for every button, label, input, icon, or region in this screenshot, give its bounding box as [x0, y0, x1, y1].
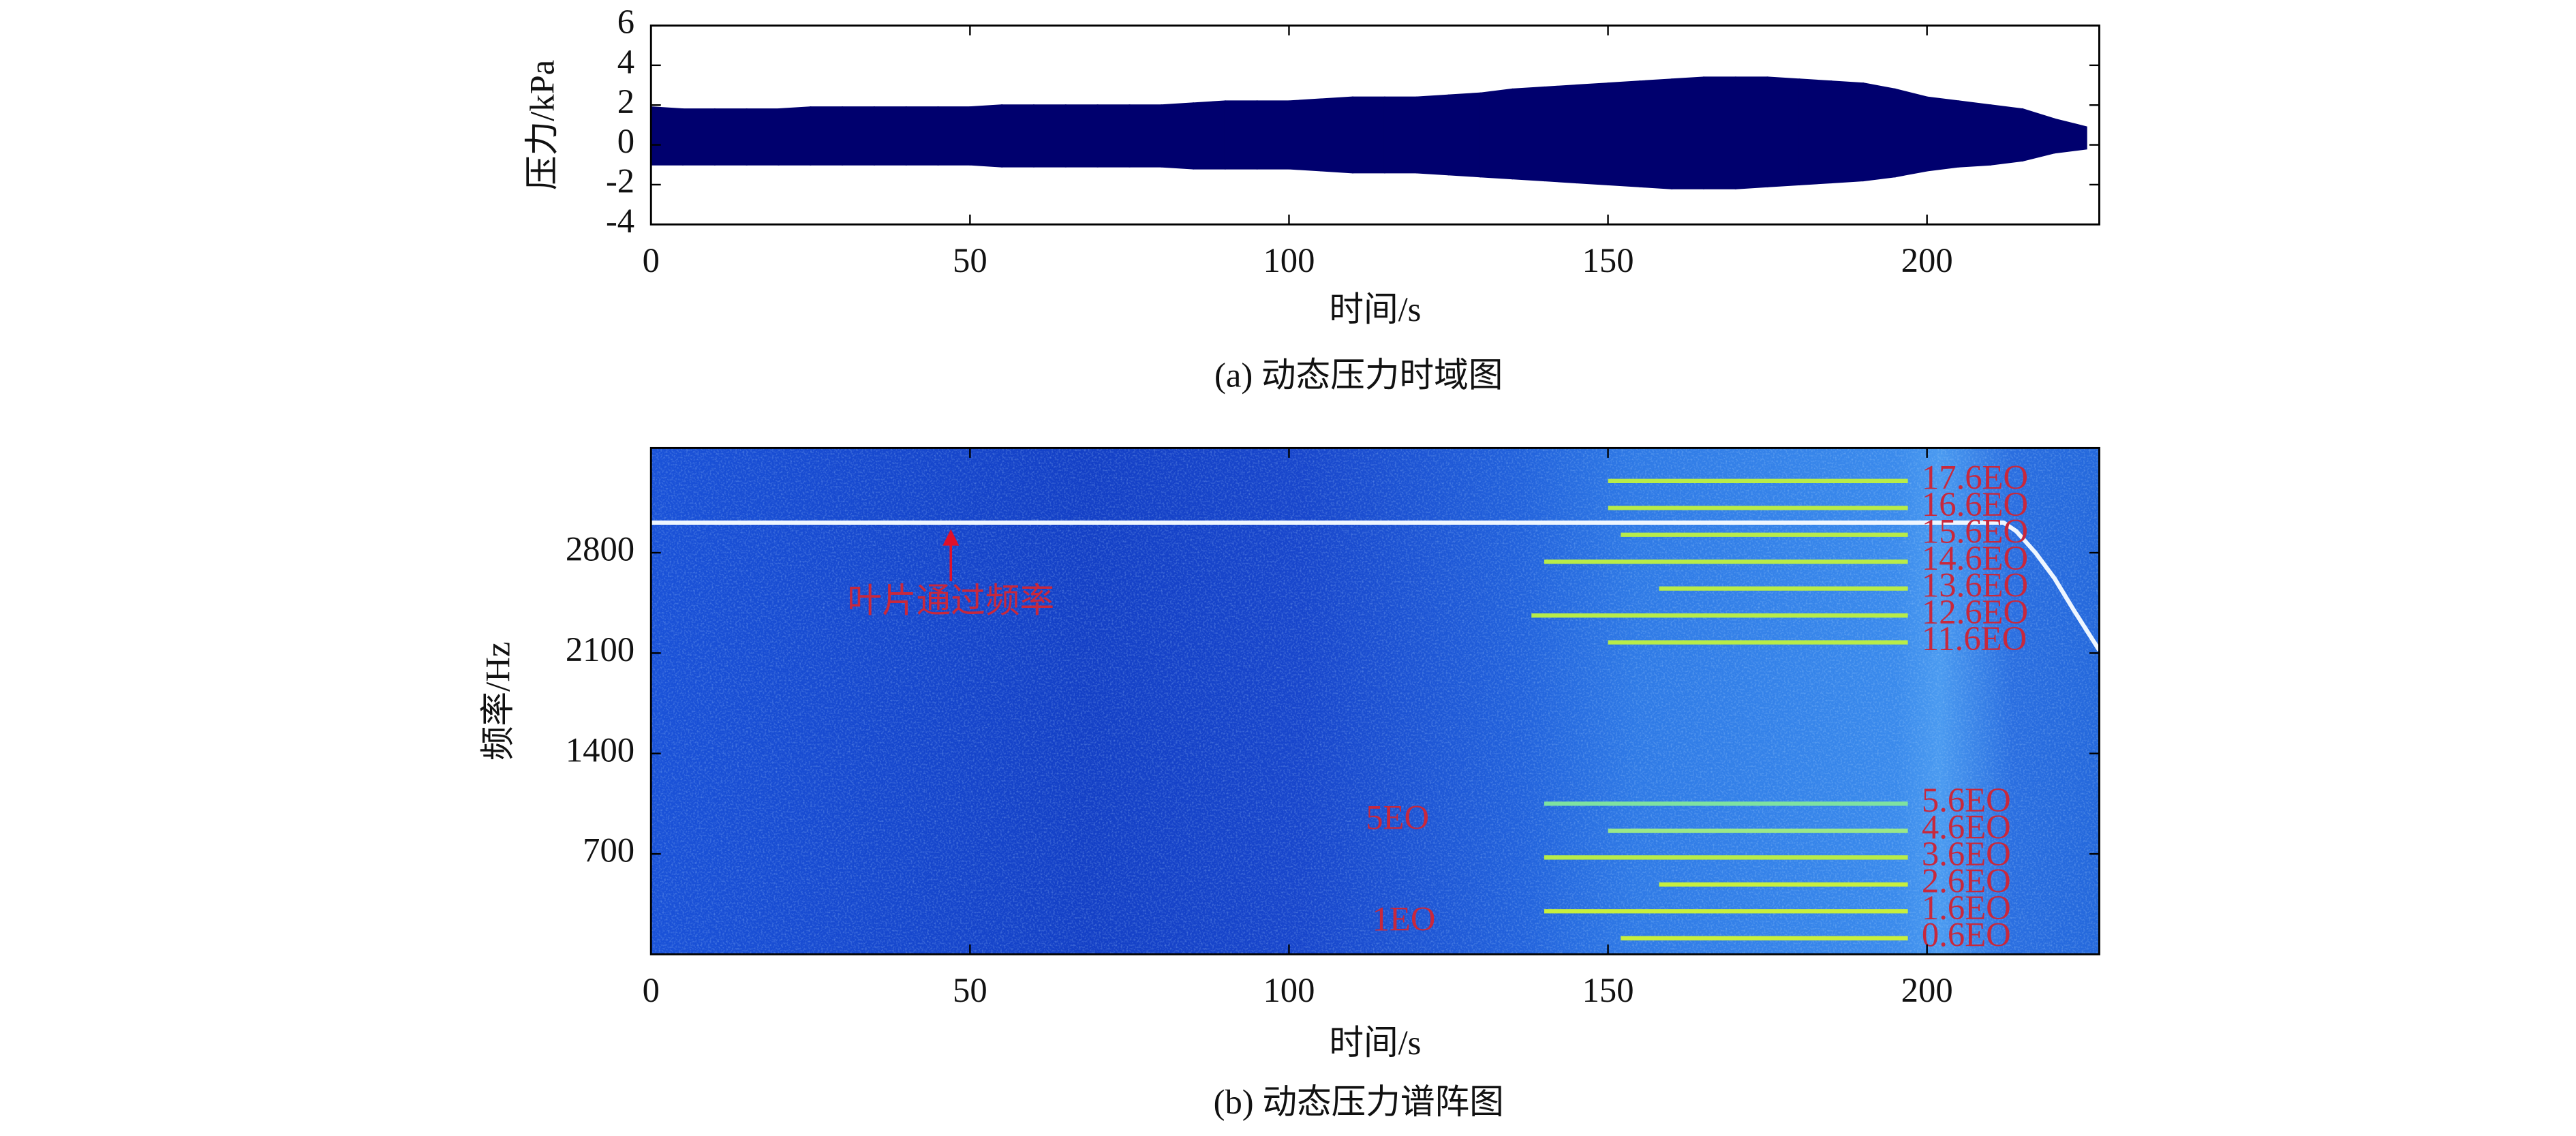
signal-envelope — [1798, 78, 1833, 185]
signal-envelope — [1703, 76, 1736, 189]
signal-envelope — [1926, 96, 1960, 172]
signal-envelope — [1512, 86, 1545, 182]
y-tick-label: 0 — [617, 122, 634, 160]
signal-envelope — [778, 106, 812, 166]
signal-envelope — [1479, 88, 1514, 180]
signal-envelope — [1543, 84, 1577, 184]
signal-envelope — [1320, 96, 1354, 174]
signal-envelope — [1352, 96, 1385, 174]
signal-envelope — [650, 106, 684, 166]
x-tick-label: 150 — [1582, 971, 1634, 1009]
signal-envelope — [1990, 104, 2024, 166]
y-tick-label: 6 — [617, 3, 634, 41]
signal-envelope — [682, 108, 716, 166]
signal-envelope — [1129, 104, 1163, 168]
caption: (a) 动态压力时域图 — [1214, 356, 1503, 395]
annotation: 叶片通过频率 — [847, 581, 1054, 619]
signal-envelope — [1894, 88, 1928, 178]
y-axis-title: 频率/Hz — [478, 642, 517, 761]
signal-envelope — [1224, 100, 1258, 170]
signal-envelope — [810, 106, 844, 166]
harmonic-label: 3.6EO — [1922, 835, 2011, 873]
signal-envelope — [1447, 92, 1482, 178]
x-tick-label: 50 — [953, 971, 987, 1009]
y-tick-label: 2 — [617, 82, 634, 121]
signal-envelope — [1958, 100, 1992, 168]
x-axis-title: 时间/s — [1329, 1024, 1421, 1062]
signal-envelope — [1288, 98, 1322, 172]
signal-envelope — [842, 106, 875, 166]
harmonic-label: 11.6EO — [1922, 619, 2027, 658]
signal-envelope — [746, 108, 780, 166]
spectrogram-noise — [651, 448, 2100, 955]
signal-envelope — [1607, 80, 1641, 187]
signal-envelope — [1001, 104, 1034, 168]
signal-envelope — [1064, 104, 1099, 168]
signal-envelope — [1415, 94, 1450, 176]
signal-envelope — [1671, 76, 1704, 189]
harmonic-label: 16.6EO — [1922, 485, 2028, 523]
signal-envelope — [2022, 108, 2055, 162]
signal-envelope — [1862, 82, 1896, 182]
arrow-head — [942, 529, 960, 546]
x-tick-label: 100 — [1263, 971, 1315, 1009]
plot-area — [650, 76, 2087, 189]
signal-envelope — [1097, 104, 1131, 168]
x-tick-label: 200 — [1901, 971, 1953, 1009]
harmonic-label: 4.6EO — [1922, 808, 2011, 846]
y-tick-label: -2 — [606, 162, 634, 200]
plot-frame — [649, 446, 2100, 955]
signal-envelope — [1766, 76, 1800, 187]
harmonic-label: 2.6EO — [1922, 862, 2011, 900]
signal-envelope — [1161, 102, 1194, 170]
signal-envelope — [969, 104, 1003, 168]
signal-envelope — [1639, 78, 1673, 189]
y-tick-label: 2800 — [566, 530, 634, 568]
x-tick-label: 200 — [1901, 241, 1953, 279]
harmonic-label: 5.6EO — [1922, 781, 2011, 819]
signal-envelope — [873, 106, 907, 166]
spectrogram — [651, 448, 2100, 955]
signal-envelope — [2053, 118, 2087, 154]
harmonic-label: 14.6EO — [1922, 539, 2028, 577]
annotation: 5EO — [1366, 798, 1429, 836]
plot-frame — [649, 25, 2100, 226]
y-tick-label: 700 — [583, 831, 634, 870]
harmonic-label: 15.6EO — [1922, 512, 2028, 550]
harmonic-line — [651, 520, 2100, 651]
harmonic-label: 12.6EO — [1922, 593, 2028, 631]
y-axis-title: 压力/kPa — [523, 60, 561, 190]
x-tick-label: 50 — [953, 241, 987, 279]
y-tick-label: 2100 — [566, 630, 634, 669]
signal-envelope — [905, 106, 939, 166]
annotation: 1EO — [1373, 900, 1436, 938]
x-tick-label: 100 — [1263, 241, 1315, 279]
signal-envelope — [1383, 96, 1417, 174]
signal-envelope — [937, 106, 971, 166]
harmonic-label: 1.6EO — [1922, 889, 2011, 927]
y-tick-label: -4 — [606, 202, 634, 240]
x-tick-label: 0 — [643, 971, 660, 1009]
signal-envelope — [1830, 80, 1865, 184]
harmonic-label: 13.6EO — [1922, 566, 2028, 604]
x-tick-label: 150 — [1582, 241, 1634, 279]
x-axis-title: 时间/s — [1329, 290, 1421, 328]
signal-envelope — [1193, 100, 1226, 170]
signal-envelope — [1734, 76, 1768, 189]
signal-envelope — [1575, 82, 1609, 185]
harmonic-label: 17.6EO — [1922, 458, 2028, 496]
x-tick-label: 0 — [643, 241, 660, 279]
signal-envelope — [1033, 104, 1067, 168]
signal-envelope — [714, 108, 748, 166]
harmonic-label: 0.6EO — [1922, 915, 2011, 953]
signal-envelope — [1256, 100, 1290, 170]
plot-area: 17.6EO16.6EO15.6EO14.6EO13.6EO12.6EO11.6… — [651, 448, 2100, 955]
y-tick-label: 4 — [617, 42, 634, 80]
y-tick-label: 1400 — [566, 731, 634, 769]
caption: (b) 动态压力谱阵图 — [1214, 1083, 1504, 1121]
